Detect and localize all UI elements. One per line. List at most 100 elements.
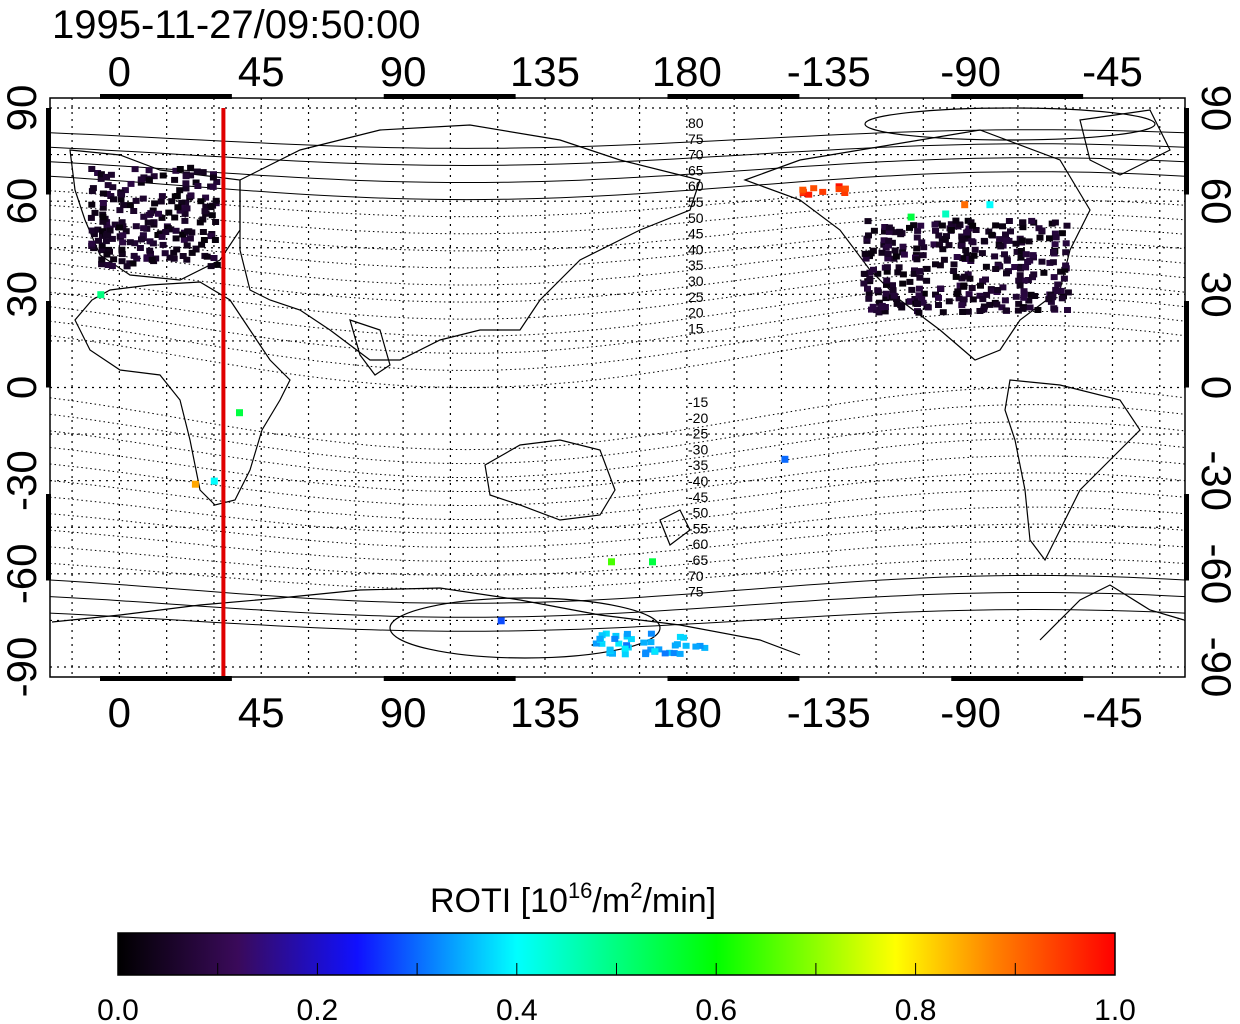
roti-cell [1040,269,1048,276]
mlat-label: -60 [688,536,708,552]
coastline-australia [484,439,616,521]
roti-cell [183,205,191,212]
roti-cell [1019,219,1027,226]
roti-cell [932,227,939,234]
roti-cell [991,253,999,260]
mlat-label: 35 [688,257,704,273]
roti-cell [91,209,99,216]
roti-cell [159,172,167,179]
roti-cell [608,558,615,566]
roti-cell [885,237,893,244]
roti-cell [986,301,994,308]
roti-cell [99,218,107,225]
frame-bar [667,94,800,99]
roti-cell [136,245,144,251]
roti-cell [938,222,946,229]
roti-cell [127,180,135,187]
roti-cell [977,282,984,289]
right-lat-tick: -90 [1193,637,1240,698]
roti-cell [94,226,102,233]
roti-cell [147,210,155,217]
roti-cell [1017,248,1025,254]
roti-cell [1064,289,1072,296]
roti-cell [88,201,96,208]
roti-cell [1003,270,1010,277]
roti-cells [87,164,1072,658]
roti-cell [1028,217,1036,224]
roti-cell [911,296,919,302]
roti-cell [893,300,901,307]
roti-cell [950,261,958,268]
roti-cell [172,227,180,234]
roti-cell [110,256,118,263]
roti-cell [129,260,137,267]
roti-cell [945,242,953,249]
roti-cell [994,287,1002,293]
roti-cell [931,221,939,228]
roti-cell [939,246,947,253]
roti-cell [147,219,154,226]
roti-cell [1021,277,1029,284]
top-lon-tick: 45 [238,48,285,95]
roti-cell [881,224,889,230]
roti-cell [184,228,192,235]
roti-cell [910,222,918,229]
roti-cell [893,295,900,302]
roti-cell [935,232,943,239]
colorbar-tick-label: 0.2 [297,994,339,1024]
roti-cell [147,250,154,257]
roti-cell [885,242,892,249]
polar-oval-north [864,107,1156,141]
top-lon-tick: 135 [510,48,580,95]
roti-cell [210,171,217,178]
roti-cell [1061,266,1069,273]
roti-cell [1034,307,1042,313]
roti-cell [1002,307,1010,314]
roti-cell [182,185,190,192]
roti-cell [942,210,950,218]
roti-cell [176,187,184,194]
mlat-label: 50 [688,210,704,226]
roti-cell [178,199,186,206]
roti-cell [647,630,655,637]
mlat-label: -35 [688,457,708,473]
roti-cell [680,634,688,641]
frame-bar [100,94,232,99]
colorbar-tick-label: 0.0 [97,994,139,1024]
roti-cell [923,277,931,284]
frame-bar [1184,301,1189,388]
roti-cell [213,261,221,268]
roti-cell [202,203,210,210]
roti-cell [961,201,969,209]
roti-cell [103,232,110,239]
bottom-lon-tick: 180 [652,689,722,736]
mlat-contour [50,506,1185,548]
roti-cell [1054,281,1062,288]
left-lat-tick: -90 [0,637,45,698]
roti-cell [171,176,179,183]
roti-cell [864,218,872,225]
roti-cell [1025,297,1033,304]
roti-cell [958,242,966,249]
roti-cell [179,231,187,238]
roti-cell [962,247,970,254]
roti-cell [88,240,96,247]
roti-cell [1019,224,1027,231]
roti-cell [947,221,955,228]
roti-cell [1014,307,1022,314]
roti-cell [651,648,659,655]
roti-cell [889,287,897,294]
coastline-antarctica [51,584,1185,656]
roti-cell [627,636,635,643]
roti-cell [168,198,176,205]
roti-cell [592,640,600,647]
roti-cell [203,253,211,260]
roti-cell [172,235,180,242]
roti-cell [1050,305,1058,312]
roti-cell [154,232,162,238]
mlat-contour [50,171,1185,201]
roti-cell [192,245,200,252]
roti-cell [188,249,196,256]
top-lon-tick: 0 [108,48,131,95]
mlat-label: -30 [688,441,708,457]
